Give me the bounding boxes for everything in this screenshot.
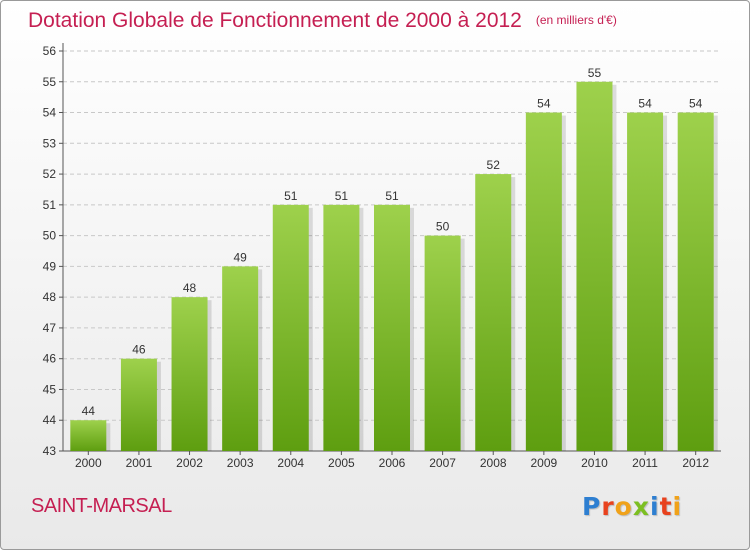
proxiti-logo: Proxiti (582, 492, 682, 521)
y-tick-label: 43 (43, 444, 57, 458)
data-label: 46 (132, 343, 146, 357)
x-tick-labels: 2000 2001 2002 2003 2004 2005 2006 2007 2008 2009… (75, 456, 709, 470)
x-tick-label: 2011 (632, 456, 658, 470)
bar (475, 174, 512, 452)
data-label: 44 (82, 404, 96, 418)
data-labels: 44 46 48 49 51 51 51 50 52 54 55 54 54 (82, 66, 703, 418)
commune-name: SAINT-MARSAL (31, 495, 172, 517)
y-tick-label: 49 (43, 259, 57, 273)
bar (424, 235, 461, 451)
y-tick-label: 52 (43, 167, 57, 181)
bar (374, 204, 410, 451)
y-tick-label: 48 (43, 290, 57, 304)
logo-letter: o (614, 492, 633, 521)
y-tick-label: 53 (43, 136, 57, 150)
x-tick-label: 2008 (480, 456, 507, 470)
bar (120, 358, 157, 451)
data-label: 48 (183, 281, 197, 295)
data-label: 51 (335, 189, 349, 203)
logo-letter: r (601, 492, 615, 521)
bar (323, 204, 360, 451)
y-tick-label: 51 (43, 198, 57, 212)
bars (70, 81, 718, 452)
logo-letter: i (650, 492, 660, 521)
bar (222, 266, 259, 451)
y-tick-label: 56 (43, 44, 57, 58)
x-tick-label: 2001 (126, 456, 153, 470)
y-tick-label: 44 (43, 413, 57, 427)
logo-letter: P (582, 492, 602, 521)
y-tick-label: 50 (43, 229, 57, 243)
data-label: 54 (638, 97, 652, 111)
bar (576, 81, 613, 452)
x-tick-label: 2000 (75, 456, 102, 470)
data-label: 50 (436, 220, 450, 234)
data-label: 51 (284, 189, 298, 203)
x-tick-label: 2003 (227, 456, 254, 470)
data-label: 51 (385, 189, 399, 203)
y-tick-labels: 43 44 45 46 47 48 49 50 51 52 53 54 55 56 (43, 44, 57, 458)
data-label: 49 (233, 250, 247, 264)
y-tick-label: 47 (43, 321, 57, 335)
bar (272, 204, 309, 451)
x-tick-label: 2010 (581, 456, 608, 470)
x-tick-label: 2002 (176, 456, 203, 470)
bar (171, 297, 208, 451)
x-tick-label: 2004 (277, 456, 304, 470)
data-label: 54 (537, 97, 551, 111)
x-tick-label: 2005 (328, 456, 355, 470)
chart-unit: (en milliers d'€) (535, 13, 617, 27)
data-label: 52 (487, 158, 501, 172)
x-tick-label: 2009 (530, 456, 557, 470)
x-tick-label: 2007 (429, 456, 456, 470)
y-tick-label: 45 (43, 382, 57, 396)
chart-title: Dotation Globale de Fonctionnement de 20… (28, 9, 617, 33)
y-tick-label: 55 (43, 75, 57, 89)
logo-letter: i (672, 492, 683, 521)
chart-title-text: Dotation Globale de Fonctionnement de 20… (28, 9, 522, 32)
data-label: 54 (689, 97, 703, 111)
y-tick-label: 46 (43, 352, 57, 366)
logo-letter: t (659, 492, 673, 521)
x-tick-label: 2012 (682, 456, 709, 470)
data-label: 55 (588, 66, 602, 80)
bar (525, 112, 562, 452)
bar (677, 112, 714, 452)
logo-letter: x (632, 492, 650, 521)
bar (627, 112, 664, 452)
bar (70, 420, 107, 451)
x-tick-label: 2006 (379, 456, 406, 470)
y-tick-label: 54 (43, 106, 57, 120)
